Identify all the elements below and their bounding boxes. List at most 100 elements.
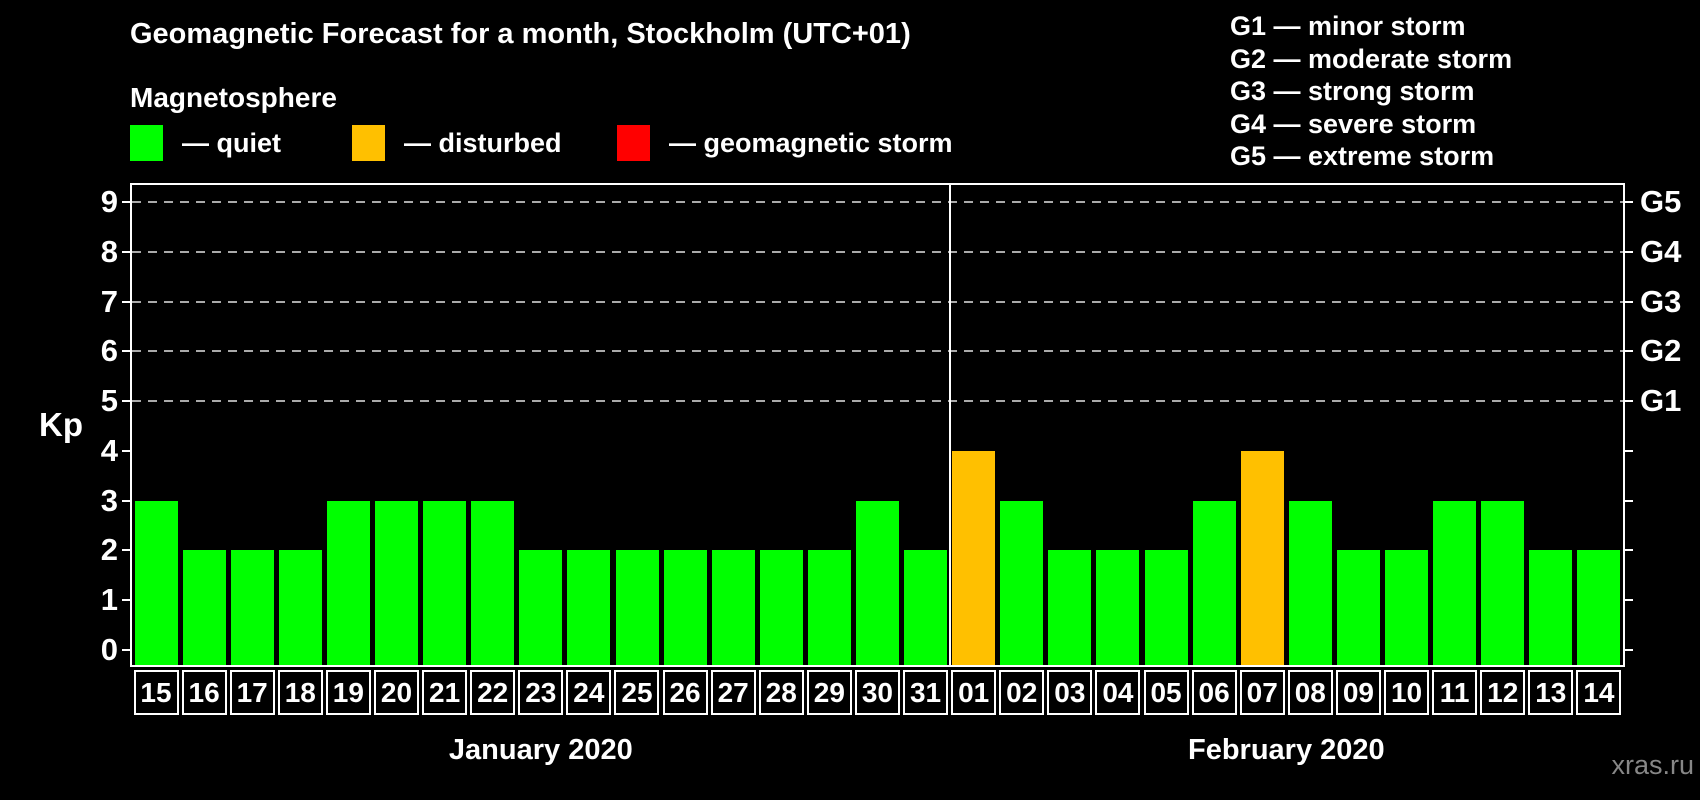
kp-bar-30 [856,500,899,665]
right-tick-kp-4 [1625,449,1633,452]
day-label-16: 16 [181,670,227,715]
kp-bar-04 [1096,550,1140,665]
left-tick-kp-7 [122,300,130,303]
day-label-06: 06 [1191,670,1237,715]
g-legend-line-5: G5 — extreme storm [1230,141,1495,171]
day-label-15: 15 [133,670,179,715]
kp-bar-19 [326,500,370,665]
day-label-24: 24 [566,670,612,715]
kp-tick-label-5: 5 [100,383,118,419]
left-tick-kp-4 [122,449,130,452]
day-label-25: 25 [614,670,660,715]
kp-bar-12 [1481,500,1525,665]
day-label-21: 21 [422,670,468,715]
day-label-23: 23 [518,670,564,715]
left-tick-kp-8 [122,250,130,253]
day-label-05: 05 [1143,670,1189,715]
kp-bar-05 [1144,550,1188,665]
kp-bar-18 [278,550,322,665]
kp-bar-16 [182,550,226,665]
day-label-14: 14 [1576,670,1622,715]
day-label-02: 02 [999,670,1045,715]
legend-item-geomagnetic-storm: — geomagnetic storm [617,124,953,162]
kp-bar-06 [1192,500,1236,665]
left-tick-kp-3 [122,499,130,502]
day-label-11: 11 [1432,670,1478,715]
legend-label-disturbed: — disturbed [404,127,562,158]
kp-axis-title: Kp [39,406,83,443]
day-label-19: 19 [325,670,371,715]
g-tick-label-G3: G3 [1640,283,1682,319]
watermark: xras.ru [1611,750,1694,780]
left-tick-kp-0 [122,649,130,651]
kp-bar-20 [375,500,419,665]
day-label-26: 26 [662,670,708,715]
day-label-08: 08 [1287,670,1333,715]
g-legend-line-3: G3 — strong storm [1230,76,1475,106]
legend-label-geomagnetic-storm: — geomagnetic storm [669,127,953,158]
right-tick-kp-2 [1625,549,1633,552]
day-label-18: 18 [277,670,323,715]
kp-bar-28 [759,550,803,665]
kp-tick-label-2: 2 [100,532,118,568]
kp-bar-07 [1240,450,1284,665]
right-tick-kp-7 [1625,300,1633,303]
kp-bar-25 [615,550,659,665]
kp-bar-29 [807,550,851,665]
month-label-january-2020: January 2020 [448,734,633,766]
kp-bar-26 [663,550,707,665]
day-label-31: 31 [903,670,949,715]
chart-title: Geomagnetic Forecast for a month, Stockh… [130,18,911,50]
right-tick-kp-5 [1625,400,1633,403]
kp-bar-24 [567,550,611,665]
plot-area [130,183,1625,667]
kp-bar-02 [1000,500,1044,665]
kp-bar-15 [134,500,178,665]
gridline-kp-9 [132,200,1623,203]
kp-bar-21 [423,500,467,665]
day-label-04: 04 [1095,670,1141,715]
kp-bar-08 [1288,500,1332,665]
g-legend-line-4: G4 — severe storm [1230,108,1477,139]
right-tick-kp-9 [1625,200,1633,203]
day-label-03: 03 [1047,670,1093,715]
kp-bar-11 [1433,500,1477,665]
g-tick-label-G4: G4 [1640,233,1682,269]
kp-tick-label-1: 1 [100,582,118,618]
day-label-29: 29 [806,670,852,715]
magnetosphere-label: Magnetosphere [130,82,337,113]
g-legend-line-2: G2 — moderate storm [1230,43,1513,74]
day-label-30: 30 [854,670,900,715]
gridline-kp-8 [132,250,1623,253]
day-label-22: 22 [470,670,516,715]
month-separator [948,185,951,665]
day-label-12: 12 [1480,670,1526,715]
left-tick-kp-5 [122,400,130,403]
kp-tick-label-9: 9 [100,183,118,219]
kp-bar-01 [952,450,996,665]
kp-bar-31 [904,550,948,665]
kp-tick-label-4: 4 [100,432,118,468]
day-label-20: 20 [373,670,419,715]
day-label-09: 09 [1335,670,1381,715]
right-tick-kp-0 [1625,649,1633,651]
geomagnetic-storm-color-swatch [617,125,650,161]
legend-item-quiet: — quiet [130,124,281,162]
disturbed-color-swatch [352,125,385,161]
g-tick-label-G1: G1 [1640,383,1682,419]
day-label-27: 27 [710,670,756,715]
kp-tick-label-3: 3 [100,482,118,518]
kp-bar-13 [1529,550,1573,665]
gridline-kp-7 [132,300,1623,303]
day-label-28: 28 [758,670,804,715]
kp-bar-23 [519,550,563,665]
day-label-01: 01 [951,670,997,715]
left-tick-kp-1 [122,599,130,602]
g-legend-line-1: G1 — minor storm [1230,11,1466,41]
kp-tick-label-8: 8 [100,233,118,269]
right-tick-kp-3 [1625,499,1633,502]
left-tick-kp-9 [122,200,130,203]
legend-label-quiet: — quiet [182,127,281,158]
kp-tick-label-7: 7 [100,283,118,319]
